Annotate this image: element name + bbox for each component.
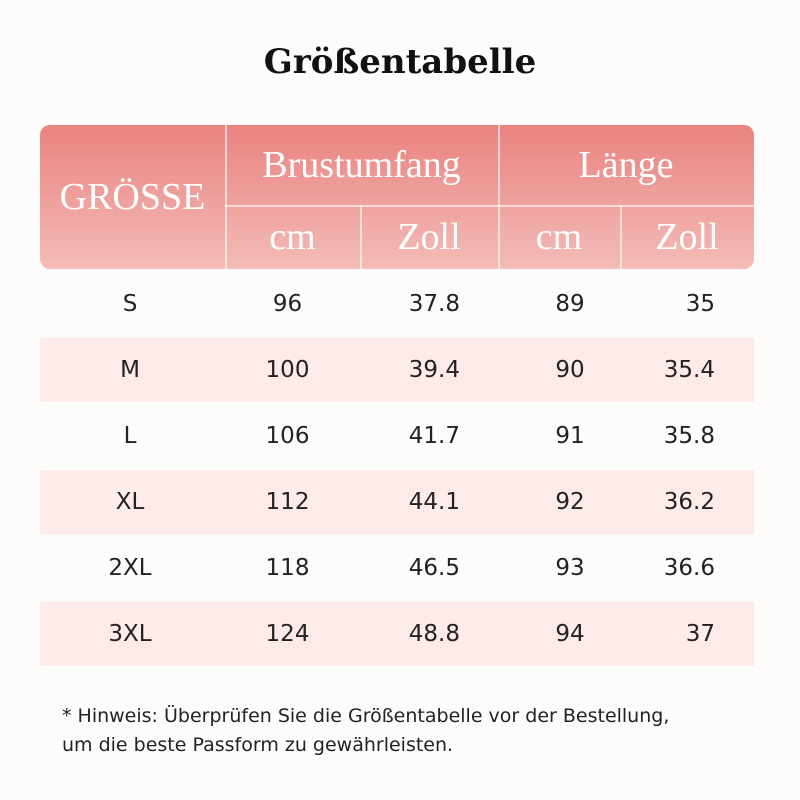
table-cell: 36.2 xyxy=(663,489,715,515)
table-cell: 96 xyxy=(272,291,303,317)
table-row: S 96 37.8 89 35 xyxy=(40,272,754,336)
table-cell: L xyxy=(123,423,137,449)
table-cell: 36.6 xyxy=(663,555,715,581)
table-cell: 37 xyxy=(685,621,715,647)
table-cell: 112 xyxy=(265,489,310,515)
divider xyxy=(225,205,754,207)
table-cell: 35 xyxy=(685,291,715,317)
table-row: M 100 39.4 90 35.4 xyxy=(40,338,754,402)
table-cell: 2XL xyxy=(108,555,152,581)
table-row: L 106 41.7 91 35.8 xyxy=(40,404,754,468)
group-header: Länge xyxy=(578,144,674,186)
table-cell: 93 xyxy=(555,555,585,581)
table-cell: 3XL xyxy=(108,621,152,647)
note: um die beste Passform zu gewährleisten. xyxy=(62,734,454,756)
size-header: GRÖSSE xyxy=(59,176,206,218)
table-row: 2XL 118 46.5 93 36.6 xyxy=(40,536,754,600)
table-cell: XL xyxy=(115,489,145,515)
group-header: Brustumfang xyxy=(262,144,461,186)
table-cell: 89 xyxy=(555,291,585,317)
table-cell: 35.4 xyxy=(663,357,715,383)
divider xyxy=(225,125,227,269)
divider xyxy=(360,205,362,269)
table-row: 3XL 124 48.8 94 37 xyxy=(40,602,754,666)
unit-header: Zoll xyxy=(655,216,719,258)
table-cell: 39.4 xyxy=(408,357,460,383)
unit-header: cm xyxy=(269,216,316,258)
table-cell: M xyxy=(120,357,140,383)
table-cell: 48.8 xyxy=(408,621,460,647)
unit-header: Zoll xyxy=(397,216,461,258)
table-cell: 92 xyxy=(555,489,585,515)
table-cell: 41.7 xyxy=(408,423,460,449)
table-cell: 106 xyxy=(265,423,310,449)
note: * Hinweis: Überprüfen Sie die Größentabe… xyxy=(62,705,670,727)
table-cell: 90 xyxy=(555,357,585,383)
table-header: GRÖSSE Brustumfang Länge cm Zoll cm Zoll xyxy=(40,125,754,269)
divider xyxy=(620,205,622,269)
table-cell: 100 xyxy=(265,357,310,383)
table-cell: 35.8 xyxy=(663,423,715,449)
table-row: XL 112 44.1 92 36.2 xyxy=(40,470,754,534)
divider xyxy=(498,125,500,269)
table-cell: 46.5 xyxy=(408,555,460,581)
title: Größentabelle xyxy=(263,42,537,82)
table-cell: S xyxy=(122,291,138,317)
table-cell: 91 xyxy=(555,423,585,449)
table-cell: 37.8 xyxy=(408,291,460,317)
table-cell: 44.1 xyxy=(408,489,460,515)
table-cell: 94 xyxy=(555,621,585,647)
unit-header: cm xyxy=(535,216,583,258)
table-cell: 118 xyxy=(265,555,310,581)
table-cell: 124 xyxy=(265,621,310,647)
